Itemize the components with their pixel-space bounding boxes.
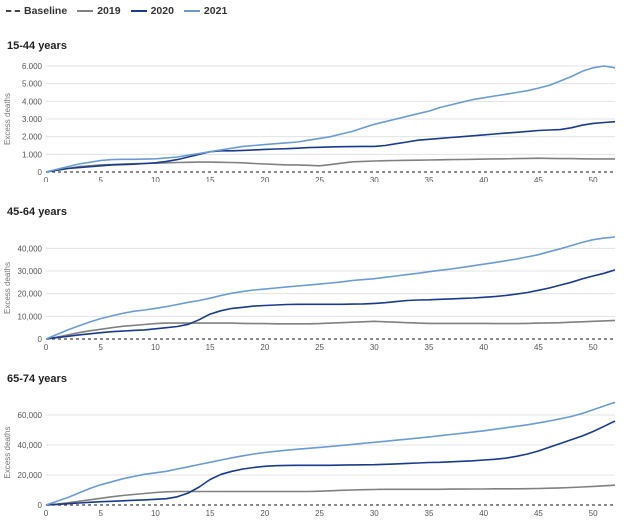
y-tick-label: 30,000 [18, 267, 43, 276]
panel-title: 15-44 years [7, 40, 67, 52]
x-tick-label: 45 [534, 176, 543, 182]
y-tick-label: 6.000 [22, 62, 43, 71]
series-line-2020 [45, 120, 616, 173]
y-tick-label: 20,000 [18, 471, 43, 480]
x-tick-label: 45 [534, 509, 543, 518]
x-tick-label: 25 [315, 509, 324, 518]
x-tick-label: 10 [151, 176, 160, 182]
series-2019-swatch [77, 10, 94, 12]
y-tick-label: 0 [38, 168, 43, 177]
x-tick-label: 30 [370, 509, 379, 518]
series-line-2020 [45, 420, 616, 506]
x-tick-label: 50 [589, 176, 598, 182]
x-tick-label: 5 [98, 343, 103, 352]
x-tick-label: 40 [479, 509, 488, 518]
y-tick-label: 60,000 [18, 411, 43, 420]
x-tick-label: 20 [260, 509, 269, 518]
x-tick-label: 5 [98, 509, 103, 518]
x-tick-label: 15 [206, 176, 215, 182]
y-axis-label: Excess deaths [3, 426, 12, 478]
y-tick-label: 5.000 [22, 80, 43, 89]
chart-45-64: 0 10,000 20,000 30,000 40,000 0 5 10 15 20 25 30 35 4… [3, 236, 616, 352]
x-tick-label: 25 [315, 343, 324, 352]
x-tick-label: 0 [44, 343, 49, 352]
x-tick-label: 0 [44, 176, 49, 182]
series-line-2019 [45, 157, 615, 173]
legend-label-2020: 2020 [150, 5, 174, 17]
panel-title: 65-74 years [7, 373, 67, 385]
x-tick-label: 5 [98, 176, 103, 182]
legend-item-2021: 2021 [183, 5, 228, 17]
legend-label-2019: 2019 [97, 5, 121, 17]
panel-title: 45-64 years [7, 206, 67, 218]
x-tick-label: 40 [479, 176, 488, 182]
y-tick-label: 0 [38, 501, 43, 510]
x-tick-label: 45 [534, 343, 543, 352]
x-tick-label: 10 [151, 343, 160, 352]
series-line-2021 [45, 65, 616, 173]
legend-item-2019: 2019 [77, 5, 121, 17]
y-tick-label: 3.000 [22, 115, 43, 124]
y-tick-label: 10,000 [18, 312, 43, 321]
x-tick-label: 20 [260, 343, 269, 352]
series-line-2019 [45, 484, 616, 506]
series-line-2020 [45, 269, 616, 340]
y-tick-label: 2.000 [22, 133, 43, 142]
x-tick-label: 30 [370, 176, 379, 182]
y-tick-label: 0 [38, 335, 43, 344]
series-line-2019 [45, 319, 616, 340]
x-tick-label: 35 [425, 343, 434, 352]
baseline-swatch [6, 10, 20, 12]
y-tick-label: 40,000 [18, 244, 43, 253]
series-2021-swatch [183, 10, 200, 12]
series-line-2021 [45, 401, 616, 506]
x-tick-label: 15 [206, 509, 215, 518]
x-tick-label: 15 [206, 343, 215, 352]
x-tick-label: 40 [479, 343, 488, 352]
x-tick-label: 35 [425, 176, 434, 182]
legend-label-baseline: Baseline [24, 5, 68, 17]
y-tick-label: 40,000 [18, 441, 43, 450]
legend-item-baseline: Baseline [6, 5, 67, 17]
legend-item-2020: 2020 [130, 5, 174, 17]
legend-label-2021: 2021 [203, 5, 228, 17]
x-tick-label: 25 [315, 176, 324, 182]
y-tick-label: 1.000 [22, 150, 43, 159]
x-tick-label: 30 [370, 343, 379, 352]
series-line-2021 [45, 236, 616, 340]
y-axis-label: Excess deaths [3, 93, 12, 145]
chart-65-74: 0 20,000 40,000 60,000 0 5 10 15 20 25 30 35 40 45 50 E… [3, 401, 616, 518]
x-tick-label: 35 [425, 509, 434, 518]
y-tick-label: 20,000 [18, 290, 43, 299]
series-2020-swatch [130, 10, 147, 12]
y-axis-label: Excess deaths [3, 262, 12, 314]
x-tick-label: 50 [589, 509, 598, 518]
x-tick-label: 0 [44, 509, 49, 518]
x-tick-label: 10 [151, 509, 160, 518]
legend: Baseline 2019 2020 2021 [6, 3, 237, 19]
y-tick-label: 4.000 [22, 97, 43, 106]
x-tick-label: 20 [260, 176, 269, 182]
x-tick-label: 50 [589, 343, 598, 352]
chart-15-44: 0 1.000 2.000 3.000 4.000 5.000 6.000 0 5 10 15 20 2… [3, 62, 616, 182]
